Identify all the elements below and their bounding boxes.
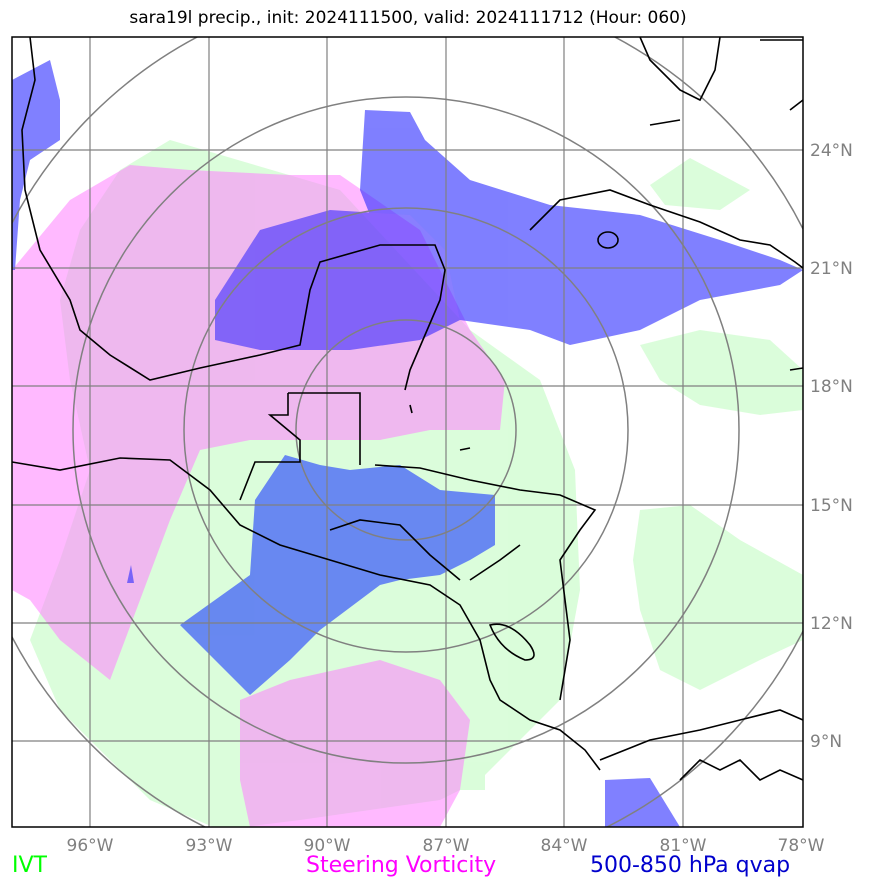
lat-label: 18°N xyxy=(810,377,853,397)
lat-label: 15°N xyxy=(810,496,853,516)
range-rings xyxy=(12,37,803,827)
longitude-labels: 96°W 93°W 90°W 87°W 84°W 81°W 78°W xyxy=(67,836,825,856)
latitude-labels: 24°N 21°N 18°N 15°N 12°N 9°N xyxy=(810,141,853,752)
lon-label: 81°W xyxy=(660,836,707,856)
lon-label: 78°W xyxy=(778,836,825,856)
lon-label: 87°W xyxy=(423,836,470,856)
lat-label: 24°N xyxy=(810,141,853,161)
lon-label: 90°W xyxy=(304,836,351,856)
coastlines xyxy=(12,37,803,781)
map-frame xyxy=(11,36,804,828)
legend-ivt: IVT xyxy=(12,853,47,878)
lat-label: 12°N xyxy=(810,614,853,634)
plot-title: sara19l precip., init: 2024111500, valid… xyxy=(129,8,687,28)
lat-label: 9°N xyxy=(810,732,842,752)
lon-label: 84°W xyxy=(541,836,588,856)
lon-label: 96°W xyxy=(67,836,114,856)
lat-label: 21°N xyxy=(810,259,853,279)
legend-qvap: 500-850 hPa qvap xyxy=(590,853,791,878)
lon-label: 93°W xyxy=(186,836,233,856)
legend-steering-vorticity: Steering Vorticity xyxy=(306,853,497,878)
graticule xyxy=(12,37,803,827)
